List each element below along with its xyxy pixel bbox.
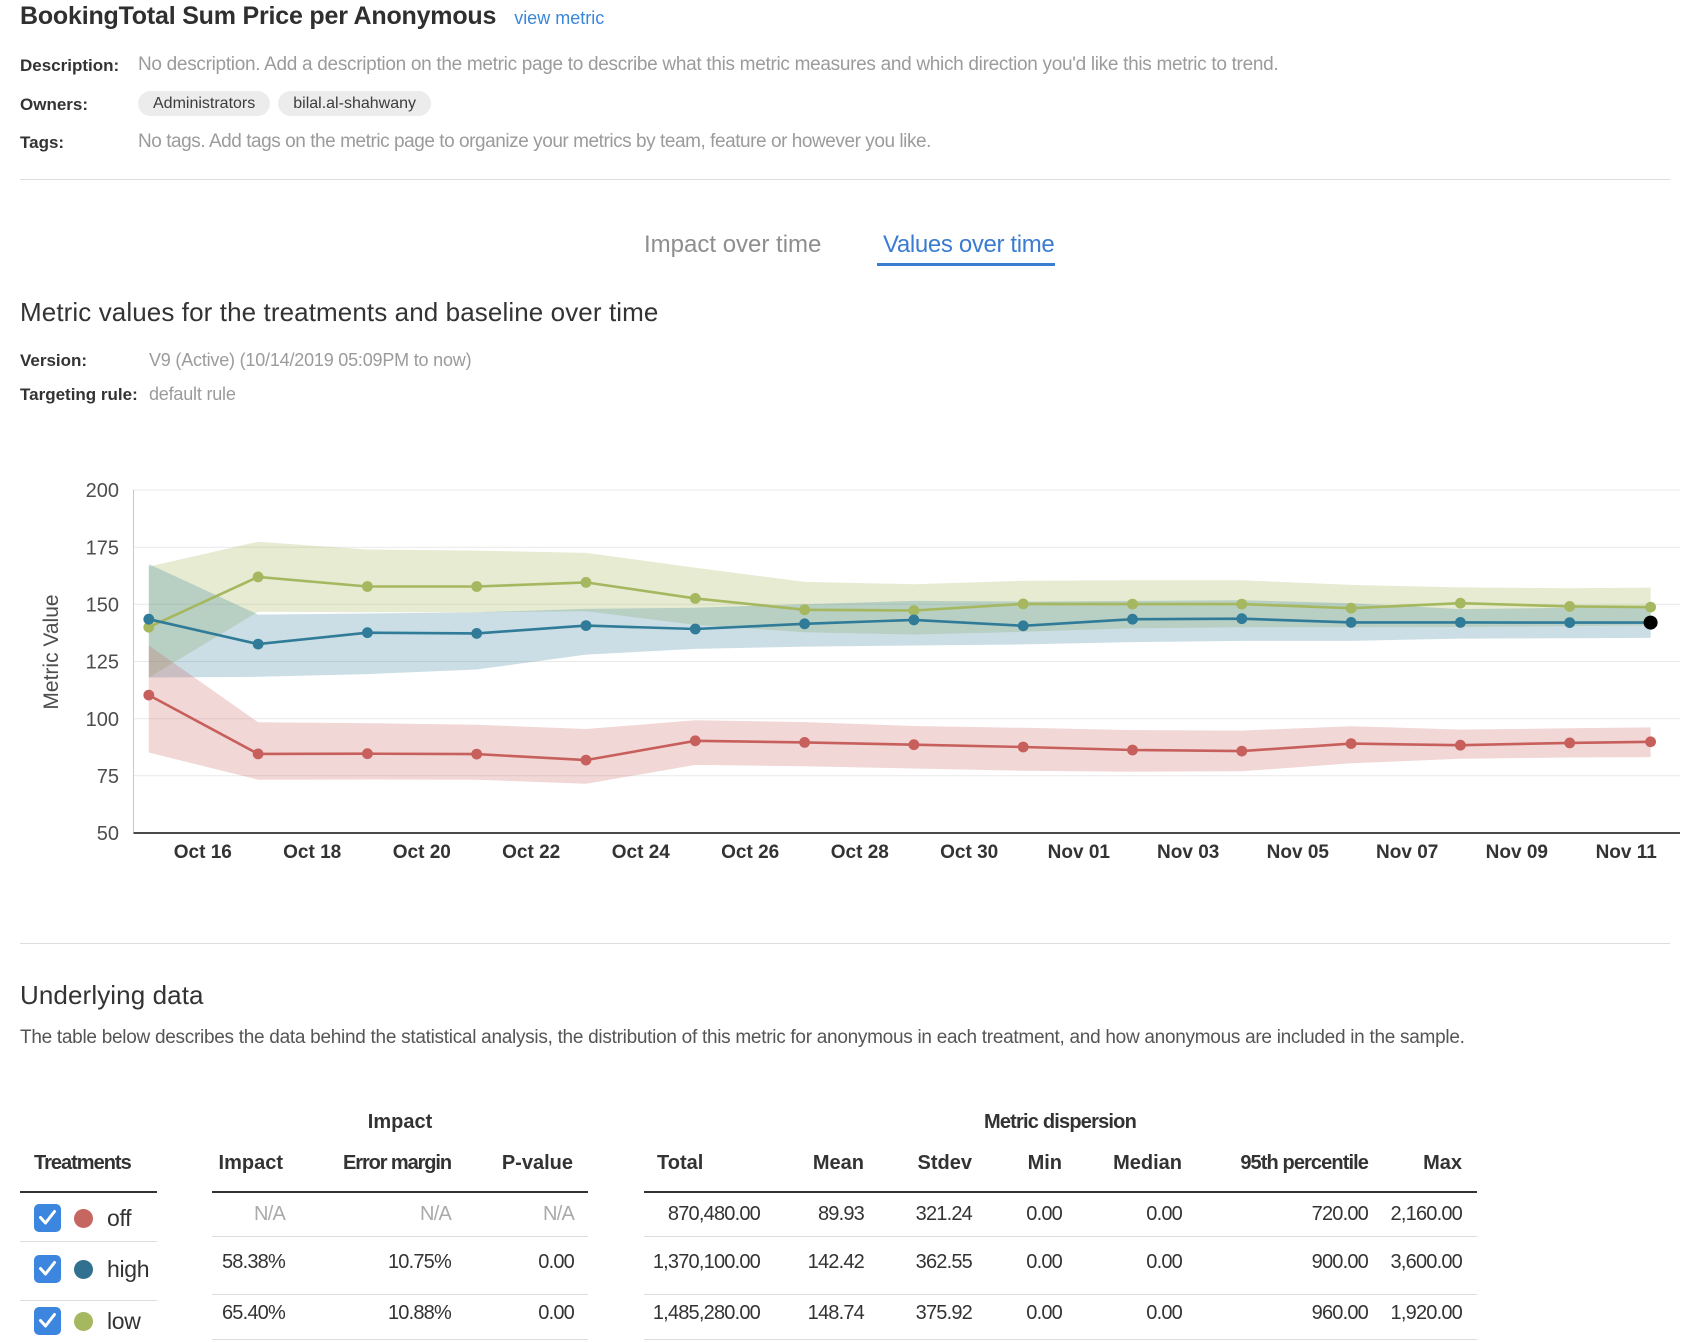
svg-text:Oct 16: Oct 16 (174, 842, 232, 863)
svg-text:125: 125 (86, 652, 119, 674)
svg-text:Oct 24: Oct 24 (612, 842, 671, 863)
svg-text:Nov 09: Nov 09 (1486, 842, 1548, 863)
svg-text:Oct 30: Oct 30 (940, 842, 998, 863)
svg-text:200: 200 (86, 480, 119, 502)
svg-text:75: 75 (97, 766, 119, 788)
svg-text:100: 100 (86, 709, 119, 731)
svg-text:175: 175 (86, 537, 119, 559)
svg-text:Oct 18: Oct 18 (283, 842, 341, 863)
svg-text:Nov 07: Nov 07 (1376, 842, 1438, 863)
svg-text:Metric Value: Metric Value (40, 594, 63, 709)
svg-text:Oct 20: Oct 20 (393, 842, 451, 863)
svg-text:Oct 28: Oct 28 (831, 842, 889, 863)
svg-text:Oct 22: Oct 22 (502, 842, 560, 863)
svg-text:50: 50 (97, 823, 119, 845)
svg-text:Nov 03: Nov 03 (1157, 842, 1219, 863)
svg-text:Nov 11: Nov 11 (1596, 842, 1658, 863)
svg-text:Nov 01: Nov 01 (1048, 842, 1111, 863)
svg-text:Nov 05: Nov 05 (1267, 842, 1330, 863)
svg-text:150: 150 (86, 595, 119, 617)
svg-text:Oct 26: Oct 26 (721, 842, 779, 863)
